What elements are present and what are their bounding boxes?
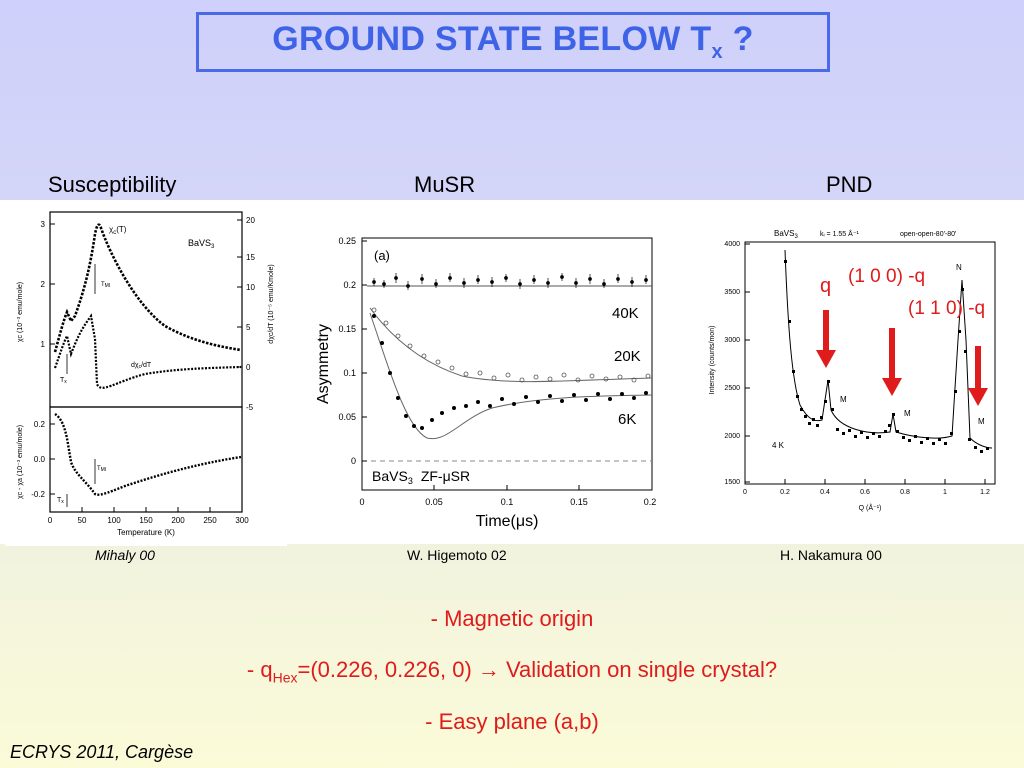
annot-q: q <box>820 275 831 297</box>
credit-nakamura: H. Nakamura 00 <box>780 547 882 563</box>
tick-label: 1.2 <box>980 489 990 496</box>
annot-110: (1 1 0) -q <box>908 298 985 319</box>
tick-label: 1 <box>943 489 947 496</box>
heading-susceptibility: Susceptibility <box>48 172 177 197</box>
tx-label-bottom: Tx <box>57 497 64 505</box>
tick-label: 2 <box>41 280 46 289</box>
tx-label-top: Tx <box>60 377 67 385</box>
title-box: GROUND STATE BELOW Tx ? <box>196 12 830 72</box>
tmi-label-bottom: TMI <box>97 466 106 473</box>
peak-label-n: N <box>956 263 962 272</box>
musr-6k-points <box>372 314 648 430</box>
peak-label-m3: M <box>978 417 985 426</box>
pnd-temperature: 4 K <box>772 441 785 450</box>
pnd-header-wavelength: kᵢ = 1.55 Å⁻¹ <box>820 229 860 238</box>
tick-label: 0.8 <box>900 489 910 496</box>
heading-musr: MuSR <box>414 172 476 197</box>
tick-label: 0.05 <box>338 412 356 422</box>
pnd-points <box>784 260 989 453</box>
y-axis-label: Asymmetry <box>315 324 332 404</box>
footer-conference: ECRYS 2011, Cargèse <box>10 742 194 762</box>
tick-label: 3 <box>41 220 46 229</box>
musr-sample-label: BaVS3 ZF-μSR <box>372 468 470 486</box>
tick-label: 50 <box>78 516 87 525</box>
tick-label: 15 <box>246 253 255 262</box>
tick-label: 0.15 <box>570 497 588 507</box>
tick-label: 250 <box>203 516 217 525</box>
bullet-magnetic-origin: - Magnetic origin <box>430 606 594 631</box>
chi-curve-label: χc(T) <box>109 225 127 236</box>
musr-panel-label: (a) <box>374 248 390 263</box>
tick-label: 0.1 <box>501 497 514 507</box>
pnd-figure: BaVS3 kᵢ = 1.55 Å⁻¹ open-open-80'-80' q … <box>700 210 1010 526</box>
series-label-40k: 40K <box>612 305 639 322</box>
musr-40k-points <box>372 273 648 290</box>
tick-label: 0.25 <box>338 236 356 246</box>
tick-label: 3500 <box>724 289 740 296</box>
bullet-easy-plane: - Easy plane (a,b) <box>425 709 599 734</box>
annot-100: (1 0 0) -q <box>848 266 925 287</box>
tick-label: 0.15 <box>338 324 356 334</box>
x-axis-label: Temperature (K) <box>117 528 175 537</box>
musr-20k-points <box>371 307 651 383</box>
bullet-q-hex: - qHex=(0.226, 0.226, 0) → Validation on… <box>246 657 778 686</box>
tick-label: 1500 <box>724 479 740 486</box>
pnd-header-collim: open-open-80'-80' <box>900 231 956 238</box>
tick-label: 0.0 <box>34 455 46 464</box>
y-axis-label-left-bottom: χc - χa (10⁻³ emu/mole) <box>17 425 24 499</box>
tmi-label: TMI <box>101 282 110 289</box>
tick-label: -0.2 <box>31 490 45 499</box>
peak-label-m2: M <box>904 409 911 418</box>
tick-label: 0.1 <box>343 368 356 378</box>
musr-figure: (a) 40K 20K 6K BaVS3 ZF-μSR 0 0.05 0.1 0.… <box>312 228 662 533</box>
tick-label: 10 <box>246 283 255 292</box>
tick-label: 0 <box>246 363 251 372</box>
series-label-20k: 20K <box>614 348 641 365</box>
pnd-header-compound: BaVS3 <box>774 229 798 240</box>
tick-label: 0.2 <box>34 420 46 429</box>
tick-label: -5 <box>246 403 254 412</box>
tick-label: 0.4 <box>820 489 830 496</box>
tick-label: 0 <box>351 456 356 466</box>
tick-label: 2000 <box>724 433 740 440</box>
tick-label: 4000 <box>724 241 740 248</box>
tick-label: 0.05 <box>425 497 443 507</box>
tick-label: 0.2 <box>644 497 657 507</box>
pnd-arrows <box>816 310 988 406</box>
tick-label: 3000 <box>724 337 740 344</box>
x-axis-label: Time(μs) <box>476 513 539 530</box>
tick-label: 5 <box>246 323 251 332</box>
tick-label: 100 <box>107 516 121 525</box>
tick-label: 0.2 <box>780 489 790 496</box>
tick-label: 1 <box>41 340 46 349</box>
credit-higemoto: W. Higemoto 02 <box>407 547 507 563</box>
tick-label: 150 <box>139 516 153 525</box>
credit-mihaly: Mihaly 00 <box>95 547 155 563</box>
tick-label: 0 <box>48 516 53 525</box>
tick-label: 0 <box>359 497 364 507</box>
deriv-curve-label: dχc/dT <box>131 362 152 370</box>
tick-label: 0.6 <box>860 489 870 496</box>
tick-label: 200 <box>171 516 185 525</box>
slide-title: GROUND STATE BELOW Tx ? <box>272 20 754 63</box>
tick-label: 2500 <box>724 385 740 392</box>
compound-label: BaVS3 <box>188 238 215 250</box>
x-axis-label: Q (Å⁻¹) <box>859 503 882 512</box>
tick-label: 20 <box>246 216 255 225</box>
y-axis-label: Intensity (counts/mon) <box>709 326 716 395</box>
heading-pnd: PND <box>826 172 873 197</box>
tick-label: 0 <box>743 489 747 496</box>
peak-label-m1: M <box>840 395 847 404</box>
tick-label: 300 <box>235 516 249 525</box>
series-label-6k: 6K <box>618 411 636 428</box>
y-axis-label-left-top: χc (10⁻³ emu/mole) <box>17 282 24 342</box>
tick-label: 0.2 <box>343 280 356 290</box>
y-axis-label-right-top: dχc/dT (10⁻⁵ emu/Kmole) <box>268 264 275 343</box>
susceptibility-figure: χc(T) BaVS3 TMI Tx dχc/dT TMI Tx 1 2 3 -… <box>5 204 287 546</box>
right-arrow-icon: → <box>477 657 500 682</box>
